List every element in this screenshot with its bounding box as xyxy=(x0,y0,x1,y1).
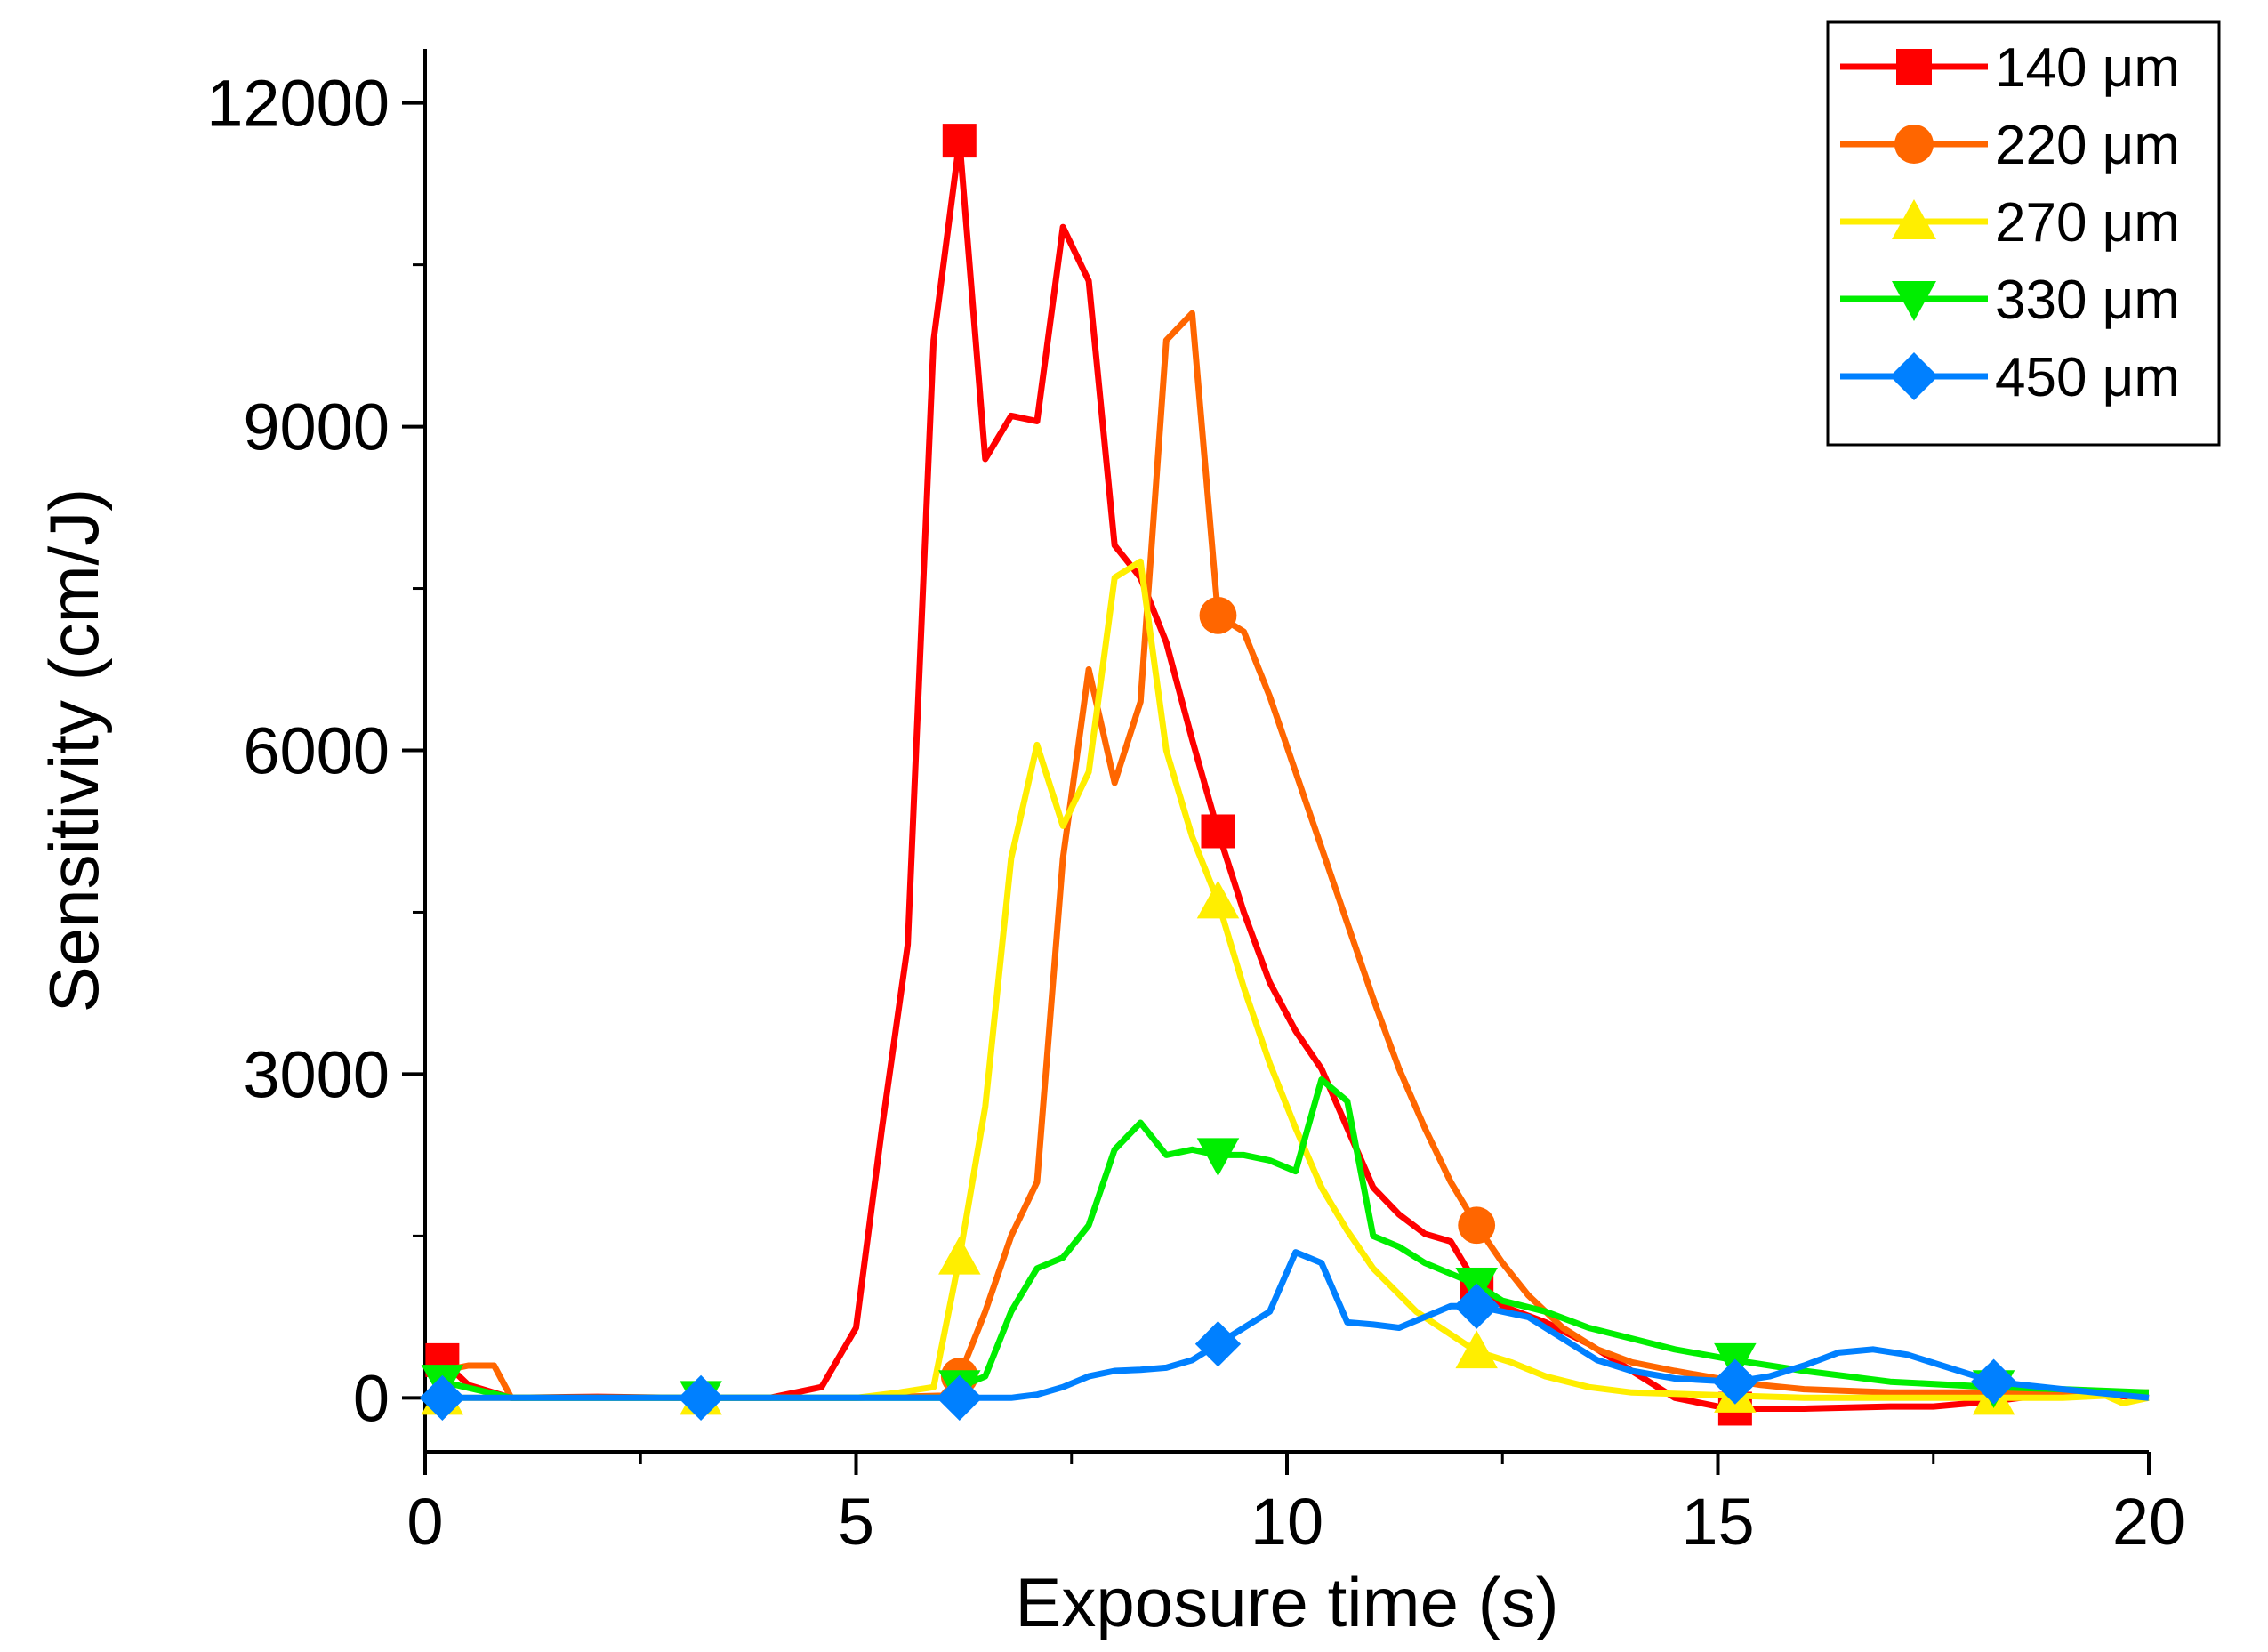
series-marker xyxy=(1458,1206,1496,1245)
series-marker xyxy=(937,1374,983,1421)
legend-label: 270 μm xyxy=(1995,192,2180,254)
legend-marker xyxy=(1896,49,1932,85)
series-marker xyxy=(942,124,977,158)
series-marker xyxy=(1199,596,1237,634)
series-line xyxy=(442,558,2150,1406)
legend-entry: 220 μm xyxy=(1840,115,2180,176)
y-tick-label: 3000 xyxy=(243,1037,390,1111)
legend-entry: 330 μm xyxy=(1840,270,2180,331)
legend: 140 μm 220 μm 270 μm 330 μm 450 μm xyxy=(1826,20,2221,447)
y-tick-label: 9000 xyxy=(243,391,390,464)
y-tick-label: 12000 xyxy=(206,67,390,141)
legend-label: 220 μm xyxy=(1995,115,2180,176)
legend-entry: 270 μm xyxy=(1840,192,2180,254)
series-layer xyxy=(419,124,2150,1426)
legend-marker xyxy=(1890,352,1938,400)
series-marker xyxy=(1194,1321,1242,1367)
series-5 xyxy=(419,1249,2150,1421)
series-marker xyxy=(938,1236,981,1275)
x-tick-label: 0 xyxy=(406,1485,443,1559)
series-line xyxy=(441,310,2149,1401)
series-line xyxy=(439,137,2150,1412)
series-2 xyxy=(441,310,2149,1401)
series-marker xyxy=(1712,1358,1758,1405)
legend-label: 450 μm xyxy=(1995,347,2180,408)
x-tick-label: 20 xyxy=(2112,1485,2185,1559)
legend-entry: 450 μm xyxy=(1840,347,2180,408)
y-tick-label: 0 xyxy=(353,1361,390,1435)
series-marker xyxy=(419,1374,466,1421)
legend-label: 330 μm xyxy=(1995,270,2180,331)
legend-label: 140 μm xyxy=(1995,37,2180,99)
x-tick-label: 5 xyxy=(838,1485,874,1559)
y-axis-title: Sensitivity (cm/J) xyxy=(35,488,113,1012)
series-3 xyxy=(421,558,2150,1415)
legend-marker xyxy=(1892,281,1936,321)
x-axis-title: Exposure time (s) xyxy=(1015,1563,1558,1641)
axis-ticks: 0 5 10 15 20 0 3000 6000 9000 12000 xyxy=(206,67,2185,1559)
legend-marker xyxy=(1892,199,1936,239)
series-marker xyxy=(678,1374,724,1421)
y-tick-label: 6000 xyxy=(243,714,390,788)
legend-entry: 140 μm xyxy=(1840,37,2180,99)
series-marker xyxy=(1453,1283,1500,1329)
legend-marker xyxy=(1894,125,1934,164)
series-marker xyxy=(1455,1330,1498,1369)
series-line xyxy=(442,1249,2150,1401)
series-marker xyxy=(1970,1358,2017,1405)
series-marker xyxy=(1196,880,1240,919)
series-marker xyxy=(1201,814,1235,849)
series-marker xyxy=(1196,1138,1240,1177)
x-tick-label: 10 xyxy=(1251,1485,1323,1559)
x-tick-label: 15 xyxy=(1681,1485,1754,1559)
series-4 xyxy=(421,1076,2150,1420)
